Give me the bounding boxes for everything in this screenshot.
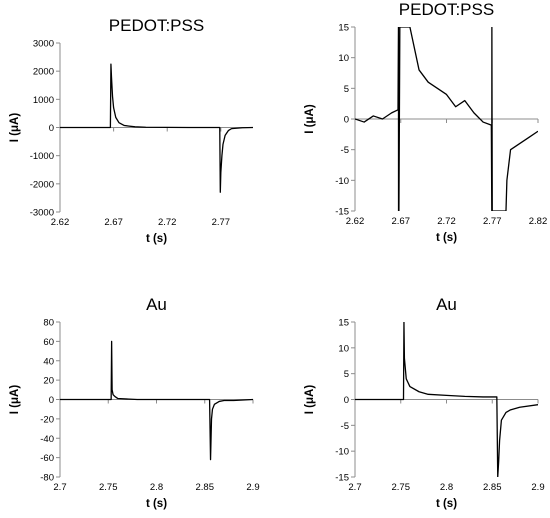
x-tick-label: 2.72 xyxy=(437,216,456,227)
y-tick-label: 60 xyxy=(43,337,54,348)
x-tick-label: 2.82 xyxy=(529,216,548,227)
y-tick-label: 5 xyxy=(344,84,349,95)
x-tick-label: 2.8 xyxy=(150,482,163,493)
y-tick-label: -20 xyxy=(40,414,54,425)
y-axis-label: I (μA) xyxy=(304,385,316,415)
y-tick-label: -40 xyxy=(40,434,54,445)
y-tick-label: -15 xyxy=(335,473,349,484)
y-tick-label: -10 xyxy=(335,447,349,458)
y-tick-label: 0 xyxy=(344,395,349,406)
x-tick-label: 2.67 xyxy=(104,217,123,228)
y-tick-label: -5 xyxy=(341,421,349,432)
y-tick-label: 15 xyxy=(338,318,349,329)
chart-au-zoom: Au -15 -10 -5 0 5 10 15 2.7 2.75 2.8 2.85 2.9 t (s) I … xyxy=(304,295,545,510)
x-tick-label: 2.75 xyxy=(392,482,411,493)
series-line xyxy=(355,322,538,477)
chart-au-full: Au -80 -60 -40 -20 0 20 40 60 80 2.7 2.75 2.8 2.85 2.9… xyxy=(9,295,260,510)
y-tick-label: -2000 xyxy=(30,179,54,190)
series-line xyxy=(355,27,538,211)
y-tick-label: 5 xyxy=(344,369,349,380)
chart-pedot-zoom: PEDOT:PSS -15 -10 -5 0 5 10 15 2.62 2.67 2.72 2.77 2… xyxy=(304,0,548,244)
y-tick-label: 20 xyxy=(43,376,54,387)
y-tick-label: -60 xyxy=(40,453,54,464)
y-tick-label: 0 xyxy=(49,395,54,406)
series-line xyxy=(60,340,253,461)
y-tick-label: -15 xyxy=(335,207,349,218)
x-tick-label: 2.7 xyxy=(348,482,361,493)
chart-title: Au xyxy=(146,295,167,314)
x-tick-label: 2.85 xyxy=(483,482,502,493)
x-tick-label: 2.7 xyxy=(53,482,66,493)
series-line xyxy=(60,63,253,193)
chart-title: Au xyxy=(436,295,457,314)
y-axis-label: I (μA) xyxy=(9,113,21,143)
x-tick-label: 2.77 xyxy=(483,216,502,227)
y-tick-label: -80 xyxy=(40,473,54,484)
y-tick-label: 0 xyxy=(49,123,54,134)
y-tick-label: 40 xyxy=(43,356,54,367)
x-tick-label: 2.9 xyxy=(246,482,259,493)
y-tick-label: 10 xyxy=(338,53,349,64)
x-tick-label: 2.62 xyxy=(346,216,365,227)
y-tick-label: -1000 xyxy=(30,151,54,162)
y-tick-label: 15 xyxy=(338,23,349,34)
x-axis-label: t (s) xyxy=(146,498,167,510)
chart-title: PEDOT:PSS xyxy=(109,16,204,35)
y-tick-label: -5 xyxy=(341,145,349,156)
y-tick-label: 1000 xyxy=(33,95,54,106)
x-tick-label: 2.85 xyxy=(196,482,215,493)
y-axis-label: I (μA) xyxy=(9,385,21,415)
y-tick-label: 80 xyxy=(43,318,54,329)
y-axis-label: I (μA) xyxy=(304,104,316,134)
x-axis-label: t (s) xyxy=(436,498,457,510)
y-tick-label: 2000 xyxy=(33,67,54,78)
x-tick-label: 2.62 xyxy=(51,217,70,228)
chart-title: PEDOT:PSS xyxy=(399,0,494,19)
x-tick-label: 2.77 xyxy=(212,217,231,228)
y-tick-label: -3000 xyxy=(30,208,54,219)
y-tick-label: 0 xyxy=(344,115,349,126)
y-tick-label: 3000 xyxy=(33,39,54,50)
x-tick-label: 2.72 xyxy=(158,217,177,228)
chart-pedot-full: PEDOT:PSS -3000 -2000 -1000 0 1000 2000 3000 2.6… xyxy=(9,16,253,245)
x-axis-label: t (s) xyxy=(436,232,457,244)
x-tick-label: 2.8 xyxy=(440,482,453,493)
x-tick-label: 2.67 xyxy=(392,216,411,227)
x-axis-label: t (s) xyxy=(146,233,167,245)
y-tick-label: 10 xyxy=(338,343,349,354)
x-tick-label: 2.75 xyxy=(99,482,118,493)
y-tick-label: -10 xyxy=(335,176,349,187)
x-tick-label: 2.9 xyxy=(531,482,544,493)
